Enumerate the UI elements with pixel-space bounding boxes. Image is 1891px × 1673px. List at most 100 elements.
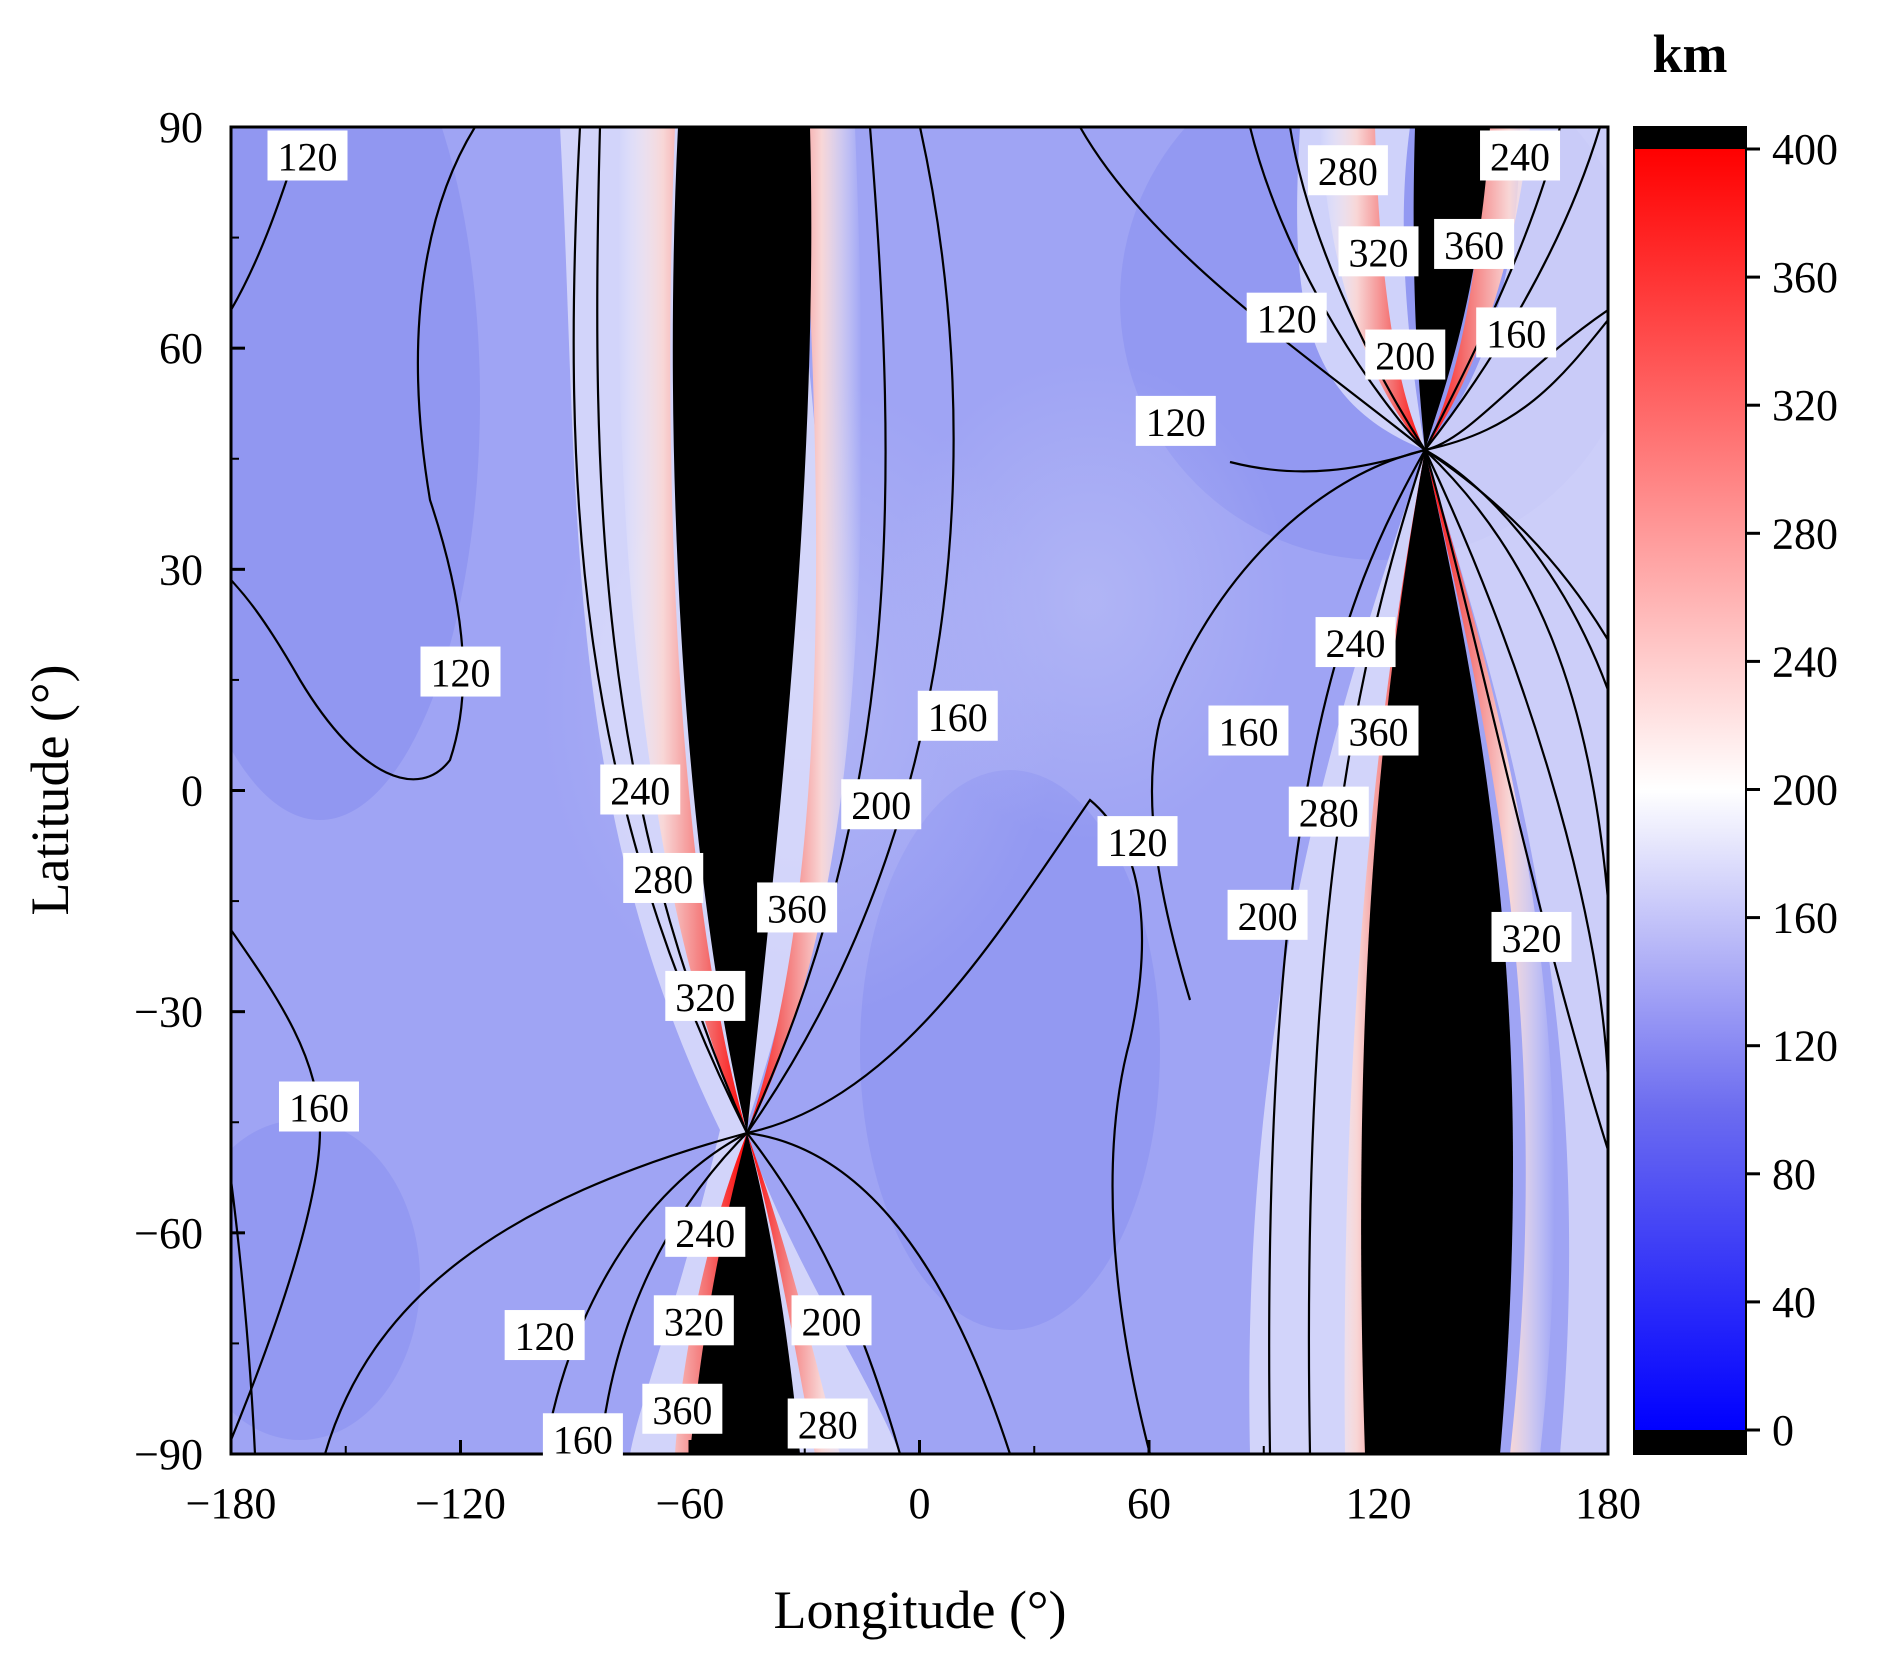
- contour-label-text: 320: [664, 1299, 724, 1344]
- contour-label-text: 200: [802, 1299, 862, 1344]
- contour-label: 360: [642, 1383, 723, 1434]
- contour-label: 120: [504, 1310, 585, 1361]
- y-tick-label: 0: [181, 767, 203, 816]
- contour-label-bg: [267, 130, 348, 181]
- colorbar-tick-label: 80: [1772, 1150, 1816, 1199]
- y-tick-label: −30: [134, 988, 203, 1037]
- y-tick-label: −90: [134, 1430, 203, 1479]
- contour-label: 280: [787, 1398, 868, 1449]
- contour-label-text: 280: [1318, 149, 1378, 194]
- contour-label: 160: [278, 1081, 359, 1132]
- contour-label-bg: [1365, 329, 1446, 380]
- y-axis-title: Latitude (°): [20, 665, 80, 916]
- contour-label: 280: [1288, 786, 1369, 837]
- contour-label-bg: [787, 1398, 868, 1449]
- contour-label-bg: [665, 1206, 746, 1257]
- contour-label: 320: [653, 1295, 734, 1346]
- x-axis: −180 −120 −60 0 60 120 180: [186, 1440, 1641, 1528]
- contour-label-text: 280: [798, 1403, 858, 1448]
- contour-label-bg: [841, 779, 922, 830]
- contour-label: 200: [841, 779, 922, 830]
- contour-labels: 120 120 240 280 360 320 200 160 120 160 240 320 200 1…: [267, 130, 1572, 1464]
- contour-label-bg: [1434, 218, 1515, 269]
- contour-label-text: 200: [851, 783, 911, 828]
- colorbar-gradient: [1634, 149, 1746, 1430]
- x-tick-label: 0: [909, 1479, 931, 1528]
- contour-label-bg: [1491, 911, 1572, 962]
- contour-label-text: 160: [928, 695, 988, 740]
- colorbar-tick-label: 320: [1772, 381, 1838, 430]
- contour-label: 160: [1476, 307, 1557, 358]
- contour-label-bg: [917, 690, 998, 741]
- contour-label: 280: [1307, 145, 1388, 196]
- contour-label-bg: [1338, 226, 1419, 277]
- x-tick-label: −180: [186, 1479, 277, 1528]
- contour-label-text: 160: [1486, 311, 1546, 356]
- contour-label-text: 360: [767, 886, 827, 931]
- contour-label-bg: [791, 1295, 872, 1346]
- y-tick-label: 90: [159, 103, 203, 152]
- contour-label-text: 120: [1146, 400, 1206, 445]
- contour-label: 240: [665, 1206, 746, 1257]
- contour-label-text: 240: [610, 769, 670, 814]
- contour-label: 120: [267, 130, 348, 181]
- contour-label-bg: [542, 1413, 623, 1464]
- colorbar-unit: km: [1652, 24, 1727, 84]
- x-tick-label: 120: [1346, 1479, 1412, 1528]
- contour-label-text: 160: [289, 1086, 349, 1131]
- contour-label: 360: [757, 882, 838, 933]
- contour-label-text: 160: [1218, 710, 1278, 755]
- contour-label-bg: [757, 882, 838, 933]
- contour-label-text: 320: [1349, 230, 1409, 275]
- x-tick-label: −120: [415, 1479, 506, 1528]
- contour-label-bg: [1135, 395, 1216, 446]
- y-tick-label: 30: [159, 545, 203, 594]
- contour-label: 280: [623, 852, 704, 903]
- contour-label: 120: [420, 646, 501, 697]
- contour-label-bg: [1476, 307, 1557, 358]
- contour-label: 240: [600, 764, 681, 815]
- y-tick-label: −60: [134, 1209, 203, 1258]
- colorbar-tick-label: 160: [1772, 894, 1838, 943]
- colorbar-tick-label: 40: [1772, 1278, 1816, 1327]
- contour-label: 320: [1491, 911, 1572, 962]
- x-tick-label: 60: [1127, 1479, 1171, 1528]
- contour-label-text: 120: [431, 651, 491, 696]
- y-axis: 90 60 30 0 −30 −60 −90: [134, 103, 245, 1479]
- colorbar-overflow-top: [1634, 127, 1746, 149]
- contour-label-bg: [1307, 145, 1388, 196]
- contour-label-text: 120: [1257, 297, 1317, 342]
- contour-label-text: 320: [1502, 916, 1562, 961]
- contour-label-text: 120: [1108, 820, 1168, 865]
- colorbar-tick-label: 120: [1772, 1022, 1838, 1071]
- contour-label: 200: [1227, 889, 1308, 940]
- contour-label-bg: [623, 852, 704, 903]
- contour-label: 120: [1135, 395, 1216, 446]
- contour-label-text: 360: [652, 1388, 712, 1433]
- contour-label-bg: [1208, 705, 1289, 756]
- x-tick-label: −60: [656, 1479, 725, 1528]
- contour-label-bg: [653, 1295, 734, 1346]
- contour-label-text: 320: [675, 975, 735, 1020]
- contour-label-bg: [1227, 889, 1308, 940]
- contour-label-bg: [1480, 130, 1561, 181]
- contour-label: 320: [665, 970, 746, 1021]
- contour-label-bg: [1338, 705, 1419, 756]
- colorbar-tick-label: 0: [1772, 1406, 1794, 1455]
- y-tick-label: 60: [159, 324, 203, 373]
- contour-label: 320: [1338, 226, 1419, 277]
- contour-label-text: 360: [1444, 223, 1504, 268]
- x-tick-label: 180: [1575, 1479, 1641, 1528]
- contour-label-text: 240: [1326, 621, 1386, 666]
- contour-label: 160: [1208, 705, 1289, 756]
- contour-label-text: 200: [1375, 334, 1435, 379]
- contour-label-bg: [278, 1081, 359, 1132]
- contour-label-bg: [665, 970, 746, 1021]
- contour-label-text: 360: [1349, 710, 1409, 755]
- contour-label-bg: [600, 764, 681, 815]
- contour-label-bg: [420, 646, 501, 697]
- contour-lines: [231, 127, 1608, 1454]
